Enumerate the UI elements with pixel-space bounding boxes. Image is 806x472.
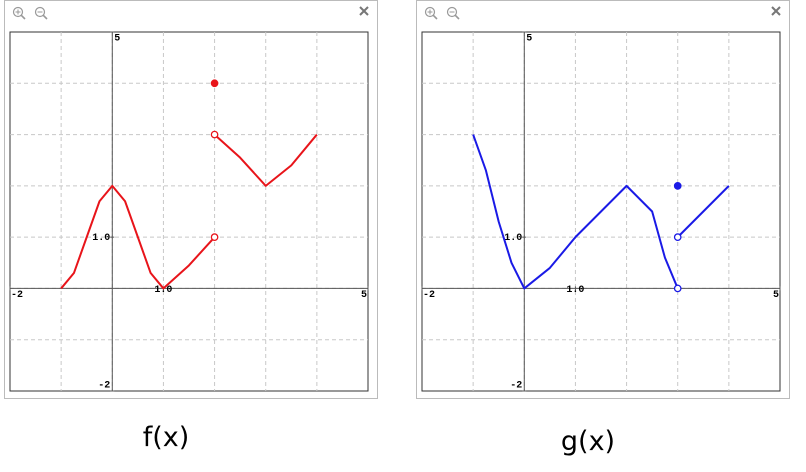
y-tick-label: 1.0 <box>504 233 522 244</box>
icon <box>12 6 24 18</box>
icon <box>20 14 26 20</box>
x-tick-label: -2 <box>11 290 23 301</box>
open-point <box>673 233 682 241</box>
icon <box>359 6 369 16</box>
plot-area <box>9 31 369 392</box>
x-tick-label: 1.0 <box>566 285 584 296</box>
y-tick-label: 5 <box>114 34 120 45</box>
zoom-in-button[interactable] <box>424 6 438 20</box>
closed-point <box>673 182 682 190</box>
x-tick-label: -2 <box>423 290 435 301</box>
caption: f(x) <box>143 422 190 453</box>
x-tick-label: 5 <box>773 290 779 301</box>
open-point <box>673 284 682 293</box>
icon <box>42 14 48 20</box>
icon <box>446 6 458 18</box>
icon <box>454 14 460 20</box>
curve <box>60 133 318 290</box>
zoom-out-button[interactable] <box>34 6 48 20</box>
x-tick-label: 1.0 <box>154 285 172 296</box>
y-tick-label: 1.0 <box>92 233 110 244</box>
curve <box>472 134 730 290</box>
open-point <box>210 233 219 241</box>
icon <box>432 14 438 20</box>
caption: g(x) <box>561 426 615 457</box>
open-point <box>210 130 219 139</box>
icon <box>34 6 46 18</box>
closed-point <box>210 79 219 88</box>
zoom-out-button[interactable] <box>446 6 460 20</box>
graph-widget: -2 1.0 5 5 1.0 -2 f(x) <box>4 0 378 453</box>
graph-widget: -2 1.0 5 5 1.0 -2 g(x) <box>416 0 790 457</box>
icon <box>771 6 781 16</box>
close-button[interactable] <box>771 6 781 16</box>
y-tick-label: -2 <box>98 381 110 392</box>
zoom-in-button[interactable] <box>12 6 26 20</box>
y-tick-label: -2 <box>510 381 522 392</box>
x-tick-label: 5 <box>361 290 367 301</box>
y-tick-label: 5 <box>526 34 532 45</box>
icon <box>424 6 436 18</box>
close-button[interactable] <box>359 6 369 16</box>
